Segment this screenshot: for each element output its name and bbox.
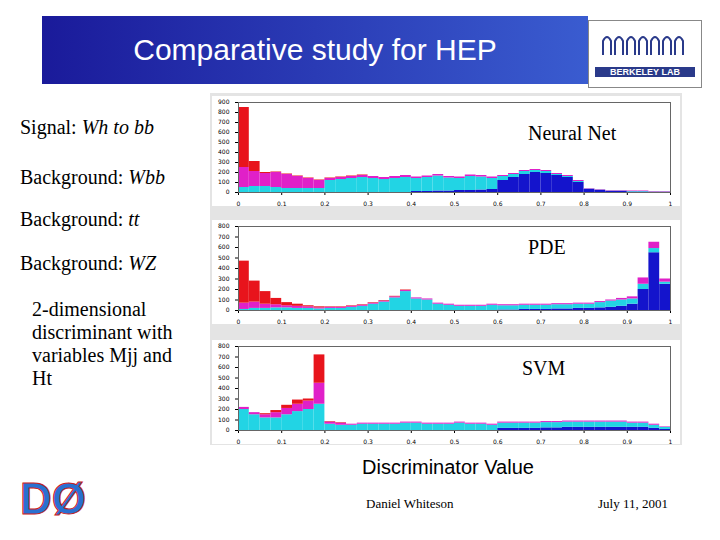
html-text:BERKELEY LAB: BERKELEY LAB bbox=[610, 67, 680, 77]
svg-text:0.9: 0.9 bbox=[623, 200, 633, 206]
svg-text:0.3: 0.3 bbox=[363, 200, 373, 206]
html-text:Background: tt: Background: tt bbox=[20, 208, 140, 230]
svg-text:0.2: 0.2 bbox=[320, 438, 330, 444]
svg-text:0.8: 0.8 bbox=[579, 318, 589, 324]
svg-text:1: 1 bbox=[669, 438, 673, 444]
svg-text:600: 600 bbox=[218, 243, 230, 250]
svg-text:0.3: 0.3 bbox=[363, 438, 373, 444]
html-text:Signal: Wh to bb: Signal: Wh to bb bbox=[20, 116, 154, 138]
svg-text:0: 0 bbox=[226, 188, 230, 195]
html-text:July 11, 2001: July 11, 2001 bbox=[598, 496, 668, 511]
svg-text:300: 300 bbox=[218, 395, 230, 402]
svg-text:700: 700 bbox=[218, 118, 230, 125]
svg-text:200: 200 bbox=[218, 285, 230, 292]
svg-text:500: 500 bbox=[218, 374, 230, 381]
html-text:PDE: PDE bbox=[528, 236, 566, 258]
svg-text:0.7: 0.7 bbox=[536, 318, 546, 324]
svg-text:800: 800 bbox=[218, 342, 230, 349]
svg-text:0: 0 bbox=[237, 318, 241, 324]
svg-text:400: 400 bbox=[218, 384, 230, 391]
svg-text:0.5: 0.5 bbox=[450, 200, 460, 206]
svg-text:600: 600 bbox=[218, 128, 230, 135]
svg-text:0.6: 0.6 bbox=[493, 200, 503, 206]
svg-text:0: 0 bbox=[226, 306, 230, 313]
svg-text:400: 400 bbox=[218, 264, 230, 271]
svg-text:500: 500 bbox=[218, 138, 230, 145]
svg-text:0.4: 0.4 bbox=[407, 318, 417, 324]
svg-text:100: 100 bbox=[218, 296, 230, 303]
html-text:Neural Net: Neural Net bbox=[528, 122, 617, 144]
html-text:Comparative study for HEP: Comparative study for HEP bbox=[133, 33, 497, 66]
svg-text:300: 300 bbox=[218, 158, 230, 165]
svg-text:0.1: 0.1 bbox=[277, 438, 287, 444]
svg-text:0.2: 0.2 bbox=[320, 318, 330, 324]
svg-text:400: 400 bbox=[218, 148, 230, 155]
svg-text:0: 0 bbox=[237, 200, 241, 206]
svg-text:800: 800 bbox=[218, 108, 230, 115]
svg-text:700: 700 bbox=[218, 233, 230, 240]
html-text:Discriminator Value: Discriminator Value bbox=[362, 456, 534, 478]
svg-text:0.1: 0.1 bbox=[277, 200, 287, 206]
html-text:Background: Wbb: Background: Wbb bbox=[20, 166, 165, 188]
svg-text:200: 200 bbox=[218, 405, 230, 412]
svg-text:0: 0 bbox=[237, 438, 241, 444]
html-text:Background: WZ: Background: WZ bbox=[20, 252, 157, 274]
svg-text:0.9: 0.9 bbox=[623, 318, 633, 324]
svg-text:200: 200 bbox=[218, 168, 230, 175]
svg-text:0.5: 0.5 bbox=[450, 318, 460, 324]
svg-text:0.4: 0.4 bbox=[407, 200, 417, 206]
svg-text:0.1: 0.1 bbox=[277, 318, 287, 324]
svg-text:300: 300 bbox=[218, 275, 230, 282]
svg-text:0.4: 0.4 bbox=[407, 438, 417, 444]
html-text:2-dimensional discriminant wit: 2-dimensional discriminant with variable… bbox=[32, 298, 173, 389]
svg-text:900: 900 bbox=[218, 98, 230, 105]
svg-text:0: 0 bbox=[226, 426, 230, 433]
svg-text:100: 100 bbox=[218, 416, 230, 423]
svg-text:0.7: 0.7 bbox=[536, 438, 546, 444]
svg-text:0.6: 0.6 bbox=[493, 438, 503, 444]
html-text:SVM: SVM bbox=[522, 357, 566, 379]
svg-text:0.8: 0.8 bbox=[579, 438, 589, 444]
svg-text:700: 700 bbox=[218, 353, 230, 360]
svg-text:1: 1 bbox=[669, 200, 673, 206]
svg-text:0.2: 0.2 bbox=[320, 200, 330, 206]
svg-text:0.9: 0.9 bbox=[623, 438, 633, 444]
svg-text:100: 100 bbox=[218, 178, 230, 185]
svg-text:0.6: 0.6 bbox=[493, 318, 503, 324]
html-text:DØ: DØ bbox=[20, 474, 86, 523]
svg-text:0.3: 0.3 bbox=[363, 318, 373, 324]
svg-text:1: 1 bbox=[669, 318, 673, 324]
svg-text:500: 500 bbox=[218, 254, 230, 261]
svg-text:0.5: 0.5 bbox=[450, 438, 460, 444]
svg-text:800: 800 bbox=[218, 222, 230, 229]
svg-text:0.7: 0.7 bbox=[536, 200, 546, 206]
svg-text:0.8: 0.8 bbox=[579, 200, 589, 206]
html-text:Daniel Whiteson: Daniel Whiteson bbox=[366, 496, 454, 511]
svg-text:600: 600 bbox=[218, 363, 230, 370]
